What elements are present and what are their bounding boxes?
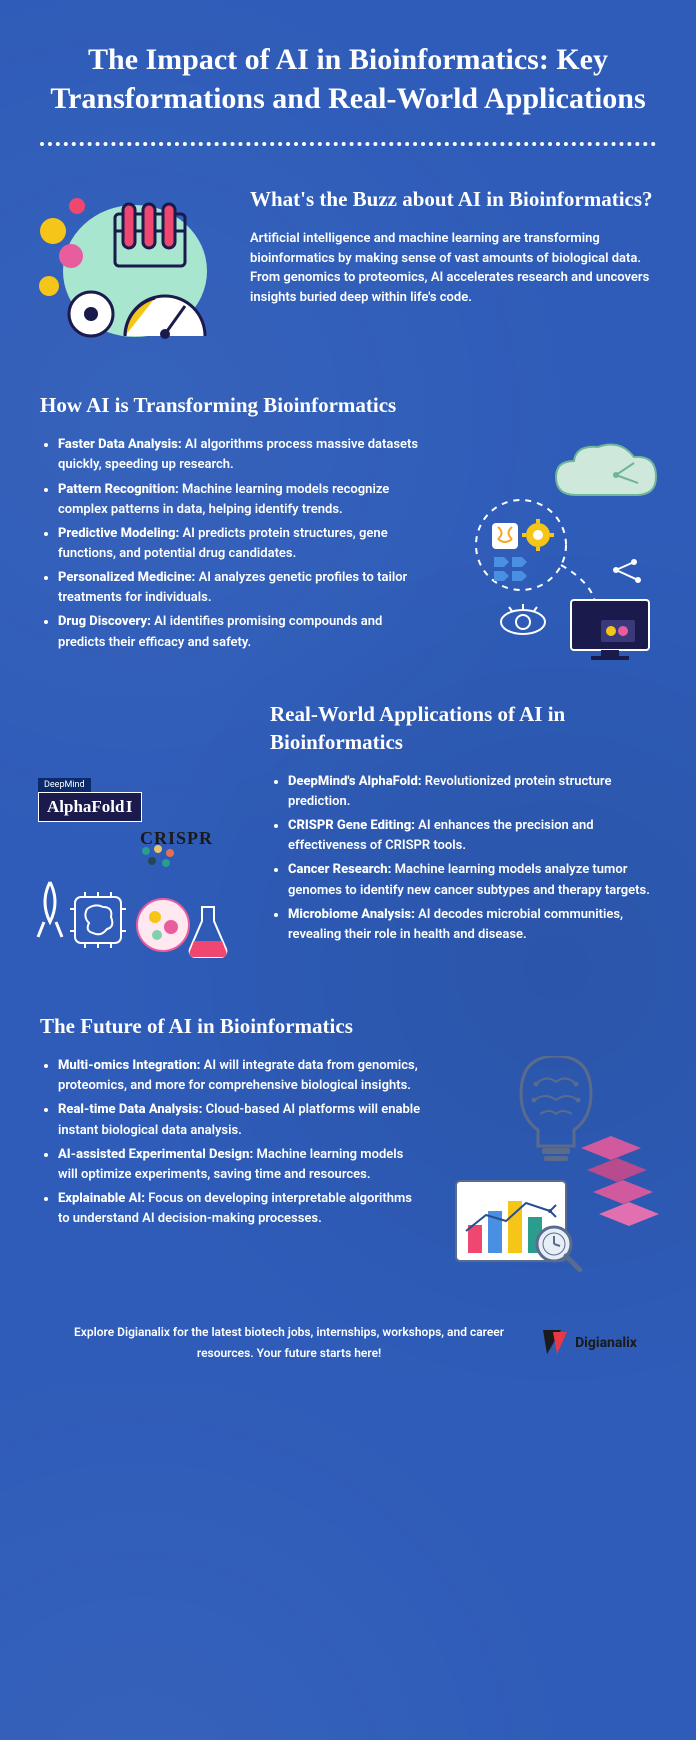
- logo-mark-icon: [539, 1328, 569, 1358]
- footer-text: Explore Digianalix for the latest biotec…: [59, 1322, 519, 1363]
- list-item-lead: Multi-omics Integration:: [58, 1058, 200, 1073]
- list-item-lead: Predictive Modeling:: [58, 526, 179, 541]
- applications-heading: Real-World Applications of AI in Bioinfo…: [30, 701, 666, 756]
- buzz-body: Artificial intelligence and machine lear…: [250, 229, 666, 307]
- list-item-lead: AI-assisted Experimental Design:: [58, 1147, 253, 1162]
- list-item-lead: Explainable AI:: [58, 1191, 145, 1206]
- list-item: Personalized Medicine: AI analyzes genet…: [58, 568, 426, 608]
- list-item: Multi-omics Integration: AI will integra…: [58, 1056, 421, 1096]
- applications-illustration: DeepMind AlphaFold I CRISPR: [30, 772, 240, 977]
- buzz-heading: What's the Buzz about AI in Bioinformati…: [250, 186, 666, 213]
- list-item: DeepMind's AlphaFold: Revolutionized pro…: [288, 772, 666, 812]
- list-item: AI-assisted Experimental Design: Machine…: [58, 1145, 421, 1185]
- list-item: CRISPR Gene Editing: AI enhances the pre…: [288, 816, 666, 856]
- crispr-label: CRISPR: [140, 828, 213, 848]
- list-item: Microbiome Analysis: AI decodes microbia…: [288, 905, 666, 945]
- list-item: Real-time Data Analysis: Cloud-based AI …: [58, 1100, 421, 1140]
- digianalix-logo: Digianalix: [539, 1328, 637, 1358]
- list-item: Cancer Research: Machine learning models…: [288, 860, 666, 900]
- list-item-lead: Cancer Research:: [288, 862, 391, 877]
- list-item: Predictive Modeling: AI predicts protein…: [58, 524, 426, 564]
- alphafold-badge: AlphaFold I: [38, 792, 142, 822]
- section-transforming: How AI is Transforming Bioinformatics Fa…: [30, 392, 666, 665]
- list-item: Pattern Recognition: Machine learning mo…: [58, 480, 426, 520]
- section-buzz: What's the Buzz about AI in Bioinformati…: [30, 186, 666, 356]
- list-item-lead: Real-time Data Analysis:: [58, 1102, 202, 1117]
- logo-text: Digianalix: [575, 1335, 637, 1351]
- list-item-lead: CRISPR Gene Editing:: [288, 818, 415, 833]
- footer: Explore Digianalix for the latest biotec…: [30, 1322, 666, 1363]
- list-item-lead: Pattern Recognition:: [58, 482, 179, 497]
- list-item-lead: Drug Discovery:: [58, 614, 151, 629]
- future-illustration: [441, 1056, 666, 1286]
- deepmind-badge: DeepMind: [38, 778, 91, 792]
- transforming-heading: How AI is Transforming Bioinformatics: [30, 392, 666, 419]
- section-future: The Future of AI in Bioinformatics Multi…: [30, 1013, 666, 1286]
- dotted-divider: [40, 142, 656, 146]
- list-item-lead: Personalized Medicine:: [58, 570, 195, 585]
- list-item-lead: DeepMind's AlphaFold:: [288, 774, 422, 789]
- cloud-tech-illustration: [446, 435, 666, 665]
- lab-illustration: [30, 186, 230, 356]
- future-heading: The Future of AI in Bioinformatics: [30, 1013, 666, 1040]
- list-item: Drug Discovery: AI identifies promising …: [58, 612, 426, 652]
- list-item-lead: Microbiome Analysis:: [288, 907, 415, 922]
- future-list: Multi-omics Integration: AI will integra…: [30, 1056, 421, 1233]
- page-title: The Impact of AI in Bioinformatics: Key …: [30, 40, 666, 118]
- section-applications: Real-World Applications of AI in Bioinfo…: [30, 701, 666, 977]
- transforming-list: Faster Data Analysis: AI algorithms proc…: [30, 435, 426, 656]
- applications-list: DeepMind's AlphaFold: Revolutionized pro…: [260, 772, 666, 949]
- list-item-lead: Faster Data Analysis:: [58, 437, 182, 452]
- list-item: Faster Data Analysis: AI algorithms proc…: [58, 435, 426, 475]
- list-item: Explainable AI: Focus on developing inte…: [58, 1189, 421, 1229]
